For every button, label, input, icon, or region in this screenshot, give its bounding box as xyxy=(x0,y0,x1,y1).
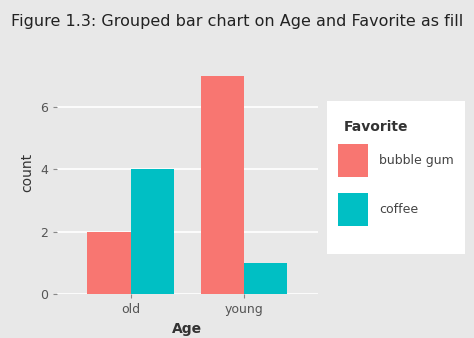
FancyBboxPatch shape xyxy=(338,144,368,177)
Text: Favorite: Favorite xyxy=(344,120,408,134)
Bar xyxy=(244,263,287,294)
Text: coffee: coffee xyxy=(379,203,419,216)
Bar xyxy=(201,76,244,294)
Text: Figure 1.3: Grouped bar chart on Age and Favorite as fill: Figure 1.3: Grouped bar chart on Age and… xyxy=(11,14,463,28)
Y-axis label: count: count xyxy=(20,153,34,192)
FancyBboxPatch shape xyxy=(338,193,368,226)
Text: bubble gum: bubble gum xyxy=(379,154,454,167)
X-axis label: Age: Age xyxy=(172,322,202,336)
Bar xyxy=(130,169,173,294)
Bar xyxy=(88,232,130,294)
